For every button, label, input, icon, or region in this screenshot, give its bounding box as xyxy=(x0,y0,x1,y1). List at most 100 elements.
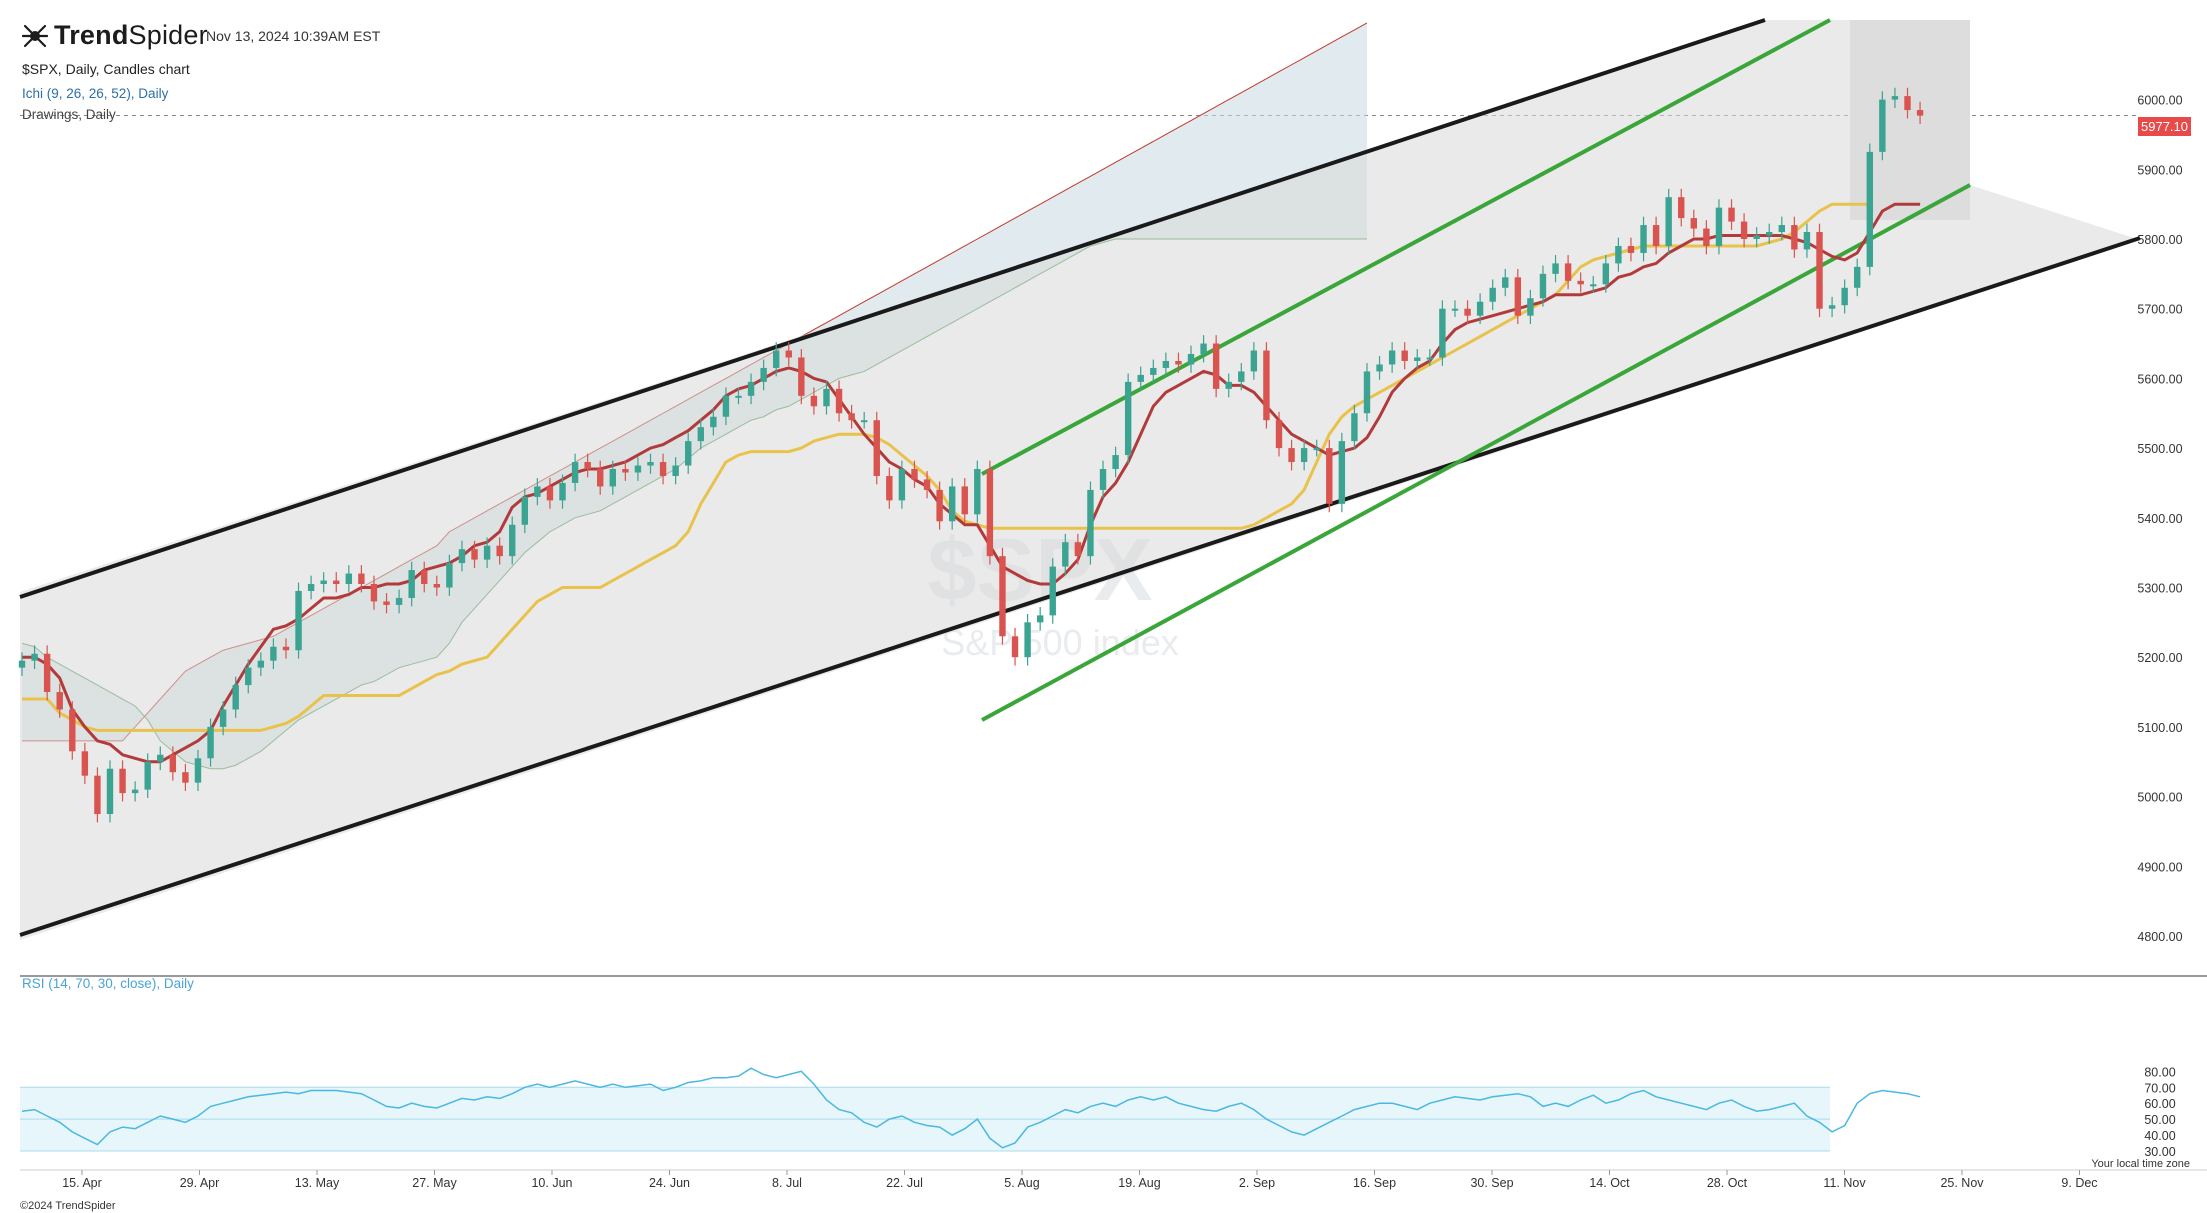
candle-body xyxy=(408,570,415,598)
x-tick-label: 24. Jun xyxy=(649,1176,690,1190)
candle-body xyxy=(483,545,491,560)
candle-body xyxy=(1564,263,1572,281)
candle-body xyxy=(345,573,353,585)
x-tick-label: 27. May xyxy=(412,1176,457,1190)
candle-body xyxy=(710,416,717,428)
indicator-label[interactable]: Ichi (9, 26, 26, 52), Daily xyxy=(22,86,169,101)
candle-body xyxy=(898,469,906,501)
y-tick-label: 5500.00 xyxy=(2137,442,2182,456)
candle-body xyxy=(1439,308,1446,358)
timezone-note: Your local time zone xyxy=(2091,1158,2190,1170)
candle-body xyxy=(634,465,642,473)
candle-body xyxy=(421,570,428,585)
candle-body xyxy=(1590,284,1597,287)
last-price-badge: 5977.10 xyxy=(2138,117,2191,136)
copyright: ©2024 TrendSpider xyxy=(20,1200,116,1212)
candle-body xyxy=(546,486,554,501)
candle-body xyxy=(886,475,893,501)
candle-body xyxy=(270,646,277,661)
candle-body xyxy=(534,486,541,497)
candle-body xyxy=(1388,350,1396,365)
y-tick-label: 5800.00 xyxy=(2137,233,2182,247)
brand-logo[interactable]: TrendSpider xyxy=(22,20,208,51)
candle-body xyxy=(395,597,403,605)
kijun-line xyxy=(22,202,1870,732)
candle-body xyxy=(157,754,164,762)
rsi-tick-label: 30.00 xyxy=(2144,1145,2175,1159)
candle-body xyxy=(999,556,1006,637)
x-tick-label: 22. Jul xyxy=(886,1176,923,1190)
y-tick-label: 5700.00 xyxy=(2137,303,2182,317)
x-tick-label: 2. Sep xyxy=(1239,1176,1275,1190)
candle-body xyxy=(1514,277,1522,316)
candle-body xyxy=(182,772,189,783)
candle-body xyxy=(1904,96,1911,111)
candle-body xyxy=(1728,207,1735,222)
candle-body xyxy=(1112,455,1119,470)
candle-body xyxy=(1816,232,1823,309)
candle-body xyxy=(1376,364,1383,372)
candle-body xyxy=(1652,225,1660,246)
candle-body xyxy=(1879,99,1886,152)
candle-body xyxy=(1275,420,1283,449)
candle-body xyxy=(1502,277,1509,288)
candle-body xyxy=(1891,96,1899,100)
trendspider-logo-icon xyxy=(22,24,48,47)
candle-body xyxy=(383,601,390,605)
candle-body xyxy=(1766,232,1773,236)
candle-body xyxy=(1363,371,1371,414)
candle-body xyxy=(1124,381,1132,456)
candle-body xyxy=(1602,263,1610,285)
y-tick-label: 4900.00 xyxy=(2137,860,2182,874)
candle-body xyxy=(835,388,843,414)
candle-body xyxy=(1263,350,1270,421)
y-tick-label: 5400.00 xyxy=(2137,512,2182,526)
candle-body xyxy=(1489,287,1496,302)
green-lower-line xyxy=(981,183,1971,722)
rsi-label[interactable]: RSI (14, 70, 30, close), Daily xyxy=(22,976,194,991)
candle-body xyxy=(986,469,994,557)
candle-body xyxy=(948,486,956,522)
candle-body xyxy=(974,469,981,515)
candle-body xyxy=(1074,542,1082,557)
candle-body xyxy=(1313,448,1320,451)
candle-body xyxy=(1099,469,1107,490)
candle-body xyxy=(458,549,466,564)
candle-body xyxy=(471,549,478,560)
candle-body xyxy=(1627,245,1635,253)
y-tick-label: 5000.00 xyxy=(2137,791,2182,805)
candle-body xyxy=(1678,197,1685,219)
x-tick-label: 5. Aug xyxy=(1004,1176,1039,1190)
candle-body xyxy=(1250,350,1258,372)
x-tick-label: 15. Apr xyxy=(62,1176,102,1190)
y-tick-label: 4800.00 xyxy=(2137,930,2182,944)
symbol-label[interactable]: $SPX, Daily, Candles chart xyxy=(22,61,190,77)
candle-body xyxy=(936,489,943,522)
y-tick-label: 5300.00 xyxy=(2137,582,2182,596)
candle-body xyxy=(659,462,667,476)
candle-body xyxy=(1200,343,1207,355)
candle-body xyxy=(1162,360,1170,368)
candle-body xyxy=(1552,263,1559,274)
y-tick-label: 5900.00 xyxy=(2137,163,2182,177)
candles xyxy=(18,87,1924,823)
candle-body xyxy=(1351,413,1358,442)
candle-body xyxy=(1062,542,1069,567)
y-tick-label: 5200.00 xyxy=(2137,651,2182,665)
candle-body xyxy=(320,580,327,585)
candle-body xyxy=(1338,441,1346,504)
candle-body xyxy=(1476,301,1484,316)
candle-body xyxy=(622,469,629,473)
candle-body xyxy=(18,660,26,668)
x-tick-label: 25. Nov xyxy=(1940,1176,1984,1190)
candle-body xyxy=(823,388,830,407)
candle-body xyxy=(672,465,679,476)
candle-body xyxy=(647,462,654,466)
candle-body xyxy=(1703,228,1710,246)
candle-body xyxy=(69,709,76,752)
candle-body xyxy=(559,482,566,501)
candle-body xyxy=(496,545,503,557)
drawings-label[interactable]: Drawings, Daily xyxy=(22,107,116,122)
rsi-tick-label: 80.00 xyxy=(2144,1065,2175,1079)
rsi-line xyxy=(21,1067,1921,1149)
